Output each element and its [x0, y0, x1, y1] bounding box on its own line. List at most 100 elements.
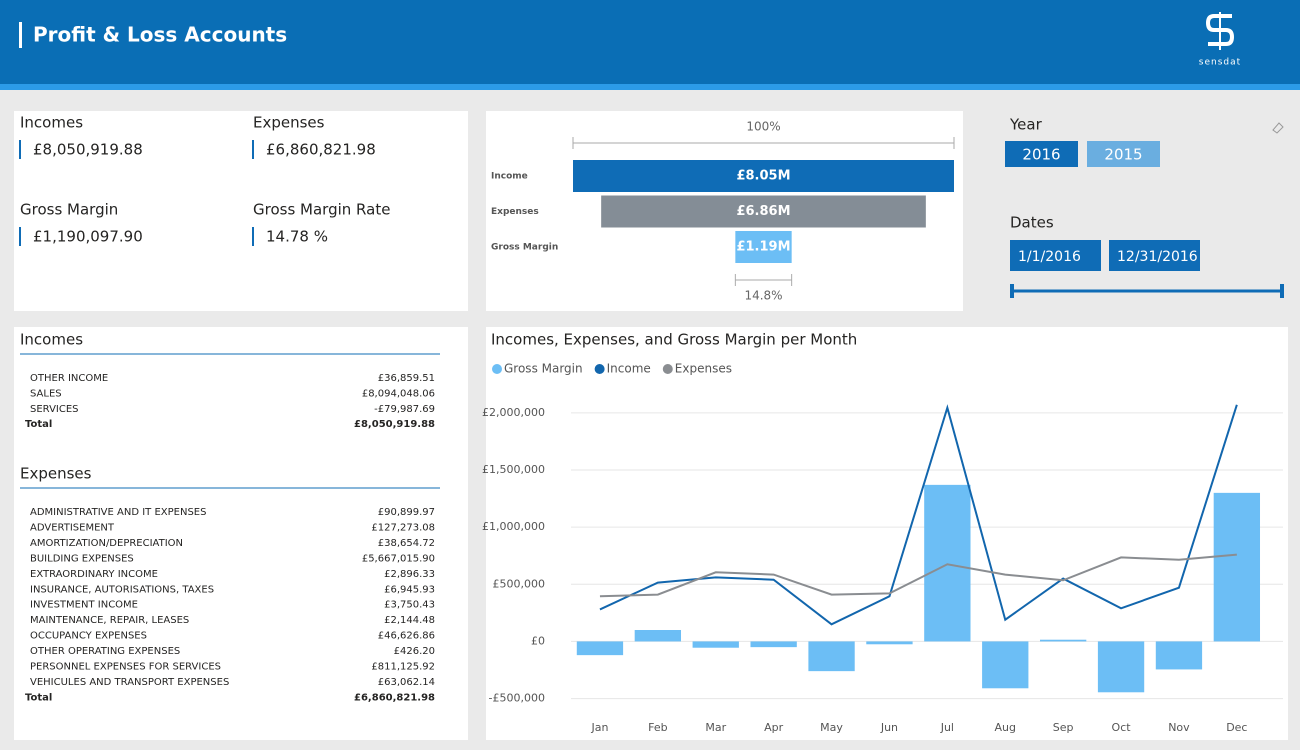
row-value: £811,125.92	[371, 662, 435, 673]
x-tick-label: Jan	[590, 721, 608, 734]
line	[599, 404, 1238, 626]
total-label: Total	[25, 419, 52, 430]
kpi-value: 14.78 %	[266, 228, 328, 246]
chart-panel	[486, 327, 1288, 740]
y-tick-label: £2,000,000	[482, 406, 545, 419]
kpi-panel	[14, 111, 468, 311]
row-label: MAINTENANCE, REPAIR, LEASES	[30, 615, 189, 626]
bar	[866, 641, 913, 645]
bar	[692, 641, 739, 648]
funnel-bar	[601, 195, 926, 228]
y-tick-label: £1,000,000	[482, 520, 545, 533]
kpi-accent	[252, 140, 254, 159]
legend-label: Expenses	[675, 362, 732, 376]
funnel-value-label: £8.05M	[736, 169, 790, 184]
row-value: £426.20	[394, 646, 435, 657]
row-value: £36,859.51	[378, 373, 435, 384]
funnel-bottom-label: 14.8%	[744, 289, 782, 303]
legend-label: Income	[607, 362, 651, 376]
row-label: SALES	[30, 388, 62, 399]
kpi-label: Gross Margin Rate	[253, 201, 390, 219]
row-value: -£79,987.69	[374, 404, 435, 415]
bar	[1155, 641, 1203, 670]
eraser-icon[interactable]	[1272, 122, 1284, 134]
x-tick-label: Sep	[1053, 721, 1074, 734]
row-value: £3,750.43	[384, 600, 435, 611]
x-tick-label: May	[820, 721, 843, 734]
logo-text: sensdat	[1199, 58, 1241, 68]
row-label: SERVICES	[30, 404, 79, 415]
total-label: Total	[25, 692, 52, 703]
header-bar	[0, 0, 1300, 84]
chart-title: Incomes, Expenses, and Gross Margin per …	[491, 331, 857, 349]
funnel-top-label: 100%	[746, 120, 780, 134]
kpi-accent	[19, 227, 21, 246]
bar	[750, 641, 797, 648]
x-tick-label: Oct	[1112, 721, 1132, 734]
table-title: Expenses	[20, 465, 92, 483]
row-label: OTHER OPERATING EXPENSES	[30, 646, 180, 657]
x-tick-label: Dec	[1226, 721, 1247, 734]
year-button[interactable]	[1087, 141, 1160, 167]
row-value: £2,896.33	[384, 569, 435, 580]
funnel-value-label: £1.19M	[736, 240, 790, 255]
year-button-label[interactable]: 2016	[1022, 146, 1060, 164]
x-tick-label: Jun	[880, 721, 898, 734]
row-value: £2,144.48	[384, 615, 435, 626]
bar	[808, 641, 855, 672]
bar	[634, 630, 682, 642]
line	[599, 553, 1237, 598]
row-value: £90,899.97	[378, 507, 435, 518]
bar	[1213, 492, 1261, 642]
logo	[1205, 12, 1235, 50]
funnel-bar	[735, 231, 792, 263]
bar	[1039, 639, 1087, 642]
row-label: INSURANCE, AUTORISATIONS, TAXES	[30, 584, 214, 595]
row-label: OCCUPANCY EXPENSES	[30, 631, 147, 642]
table-title: Incomes	[20, 331, 83, 349]
row-label: ADMINISTRATIVE AND IT EXPENSES	[30, 507, 206, 518]
kpi-label: Expenses	[253, 114, 325, 132]
title-accent	[19, 22, 22, 48]
funnel-value-label: £6.86M	[736, 204, 790, 219]
total-value: £6,860,821.98	[354, 692, 435, 703]
row-value: £38,654.72	[378, 538, 435, 549]
year-button-label[interactable]: 2015	[1104, 146, 1142, 164]
row-label: OTHER INCOME	[30, 373, 108, 384]
x-tick-label: Nov	[1168, 721, 1190, 734]
tables-panel	[14, 327, 468, 740]
header-stripe	[0, 84, 1300, 90]
legend-label: Gross Margin	[504, 362, 583, 376]
slider-handle[interactable]	[1280, 284, 1284, 298]
legend-marker	[492, 364, 502, 374]
date-box[interactable]	[1109, 240, 1200, 271]
row-value: £46,626.86	[378, 631, 435, 642]
row-label: EXTRAORDINARY INCOME	[30, 569, 158, 580]
y-tick-label: £1,500,000	[482, 463, 545, 476]
x-tick-label: Aug	[995, 721, 1016, 734]
row-value: £8,094,048.06	[362, 388, 435, 399]
kpi-accent	[252, 227, 254, 246]
y-tick-label: -£500,000	[489, 692, 545, 705]
year-button[interactable]	[1005, 141, 1078, 167]
kpi-value: £1,190,097.90	[33, 228, 143, 246]
x-tick-label: Apr	[764, 721, 784, 734]
row-value: £63,062.14	[378, 677, 435, 688]
total-value: £8,050,919.88	[354, 419, 435, 430]
date-box[interactable]	[1010, 240, 1101, 271]
x-tick-label: Jul	[940, 721, 954, 734]
date-value[interactable]: 12/31/2016	[1117, 249, 1198, 265]
kpi-label: Gross Margin	[20, 201, 118, 219]
row-label: INVESTMENT INCOME	[30, 600, 138, 611]
slider-handle[interactable]	[1010, 284, 1014, 298]
row-label: BUILDING EXPENSES	[30, 553, 134, 564]
kpi-accent	[19, 140, 21, 159]
row-label: VEHICULES AND TRANSPORT EXPENSES	[30, 677, 229, 688]
kpi-label: Incomes	[20, 114, 83, 132]
funnel-category: Income	[491, 172, 528, 182]
legend-marker	[594, 364, 605, 374]
page-title: Profit & Loss Accounts	[33, 23, 287, 47]
date-value[interactable]: 1/1/2016	[1018, 249, 1081, 265]
